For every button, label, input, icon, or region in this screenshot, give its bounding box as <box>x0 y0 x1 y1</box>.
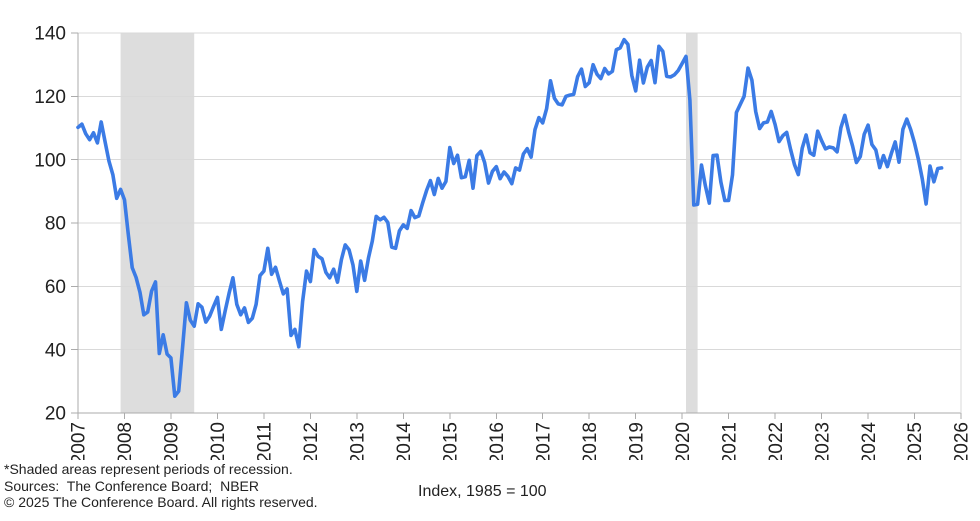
x-tick-label: 2007 <box>69 422 90 460</box>
x-tick-label: 2011 <box>255 422 276 460</box>
footnotes: *Shaded areas represent periods of reces… <box>4 461 318 511</box>
x-tick-label: 2024 <box>859 422 880 460</box>
x-tick-label: 2023 <box>812 422 833 460</box>
x-tick-label: 2008 <box>115 422 136 460</box>
consumer-confidence-chart: 20 40 60 80 100 120 140 2007 2008 2009 2010 2011 201… <box>34 24 973 460</box>
x-tick-label: 2016 <box>487 422 508 460</box>
x-tick-label: 2012 <box>301 422 322 460</box>
y-tick-label: 60 <box>45 277 66 298</box>
copyright-note: © 2025 The Conference Board. All rights … <box>4 494 318 510</box>
index-base-note: Index, 1985 = 100 <box>418 483 547 500</box>
x-tick-label: 2014 <box>394 422 415 460</box>
x-tick-label: 2013 <box>347 422 368 460</box>
x-tick-label: 2020 <box>673 422 694 460</box>
x-tick-label: 2026 <box>952 422 973 460</box>
x-tick-label: 2021 <box>719 422 740 460</box>
sources-note: Sources: The Conference Board; NBER <box>4 477 259 494</box>
y-tick-label: 40 <box>45 340 66 361</box>
x-tick-label: 2018 <box>580 422 601 460</box>
y-tick-label: 20 <box>45 404 66 425</box>
y-tick-label: 140 <box>34 24 66 45</box>
recession-note: *Shaded areas represent periods of reces… <box>4 461 293 477</box>
y-tick-label: 100 <box>34 150 66 171</box>
x-tick-label: 2015 <box>440 422 461 460</box>
y-tick-label: 80 <box>45 214 66 235</box>
x-tick-label: 2025 <box>905 422 926 460</box>
y-tick-label: 120 <box>34 87 66 108</box>
confidence-line <box>76 37 944 398</box>
x-tick-label: 2009 <box>162 422 183 460</box>
x-tick-label: 2022 <box>766 422 787 460</box>
x-tick-label: 2019 <box>626 422 647 460</box>
x-tick-label: 2017 <box>533 422 554 460</box>
x-tick-label: 2010 <box>208 422 229 460</box>
